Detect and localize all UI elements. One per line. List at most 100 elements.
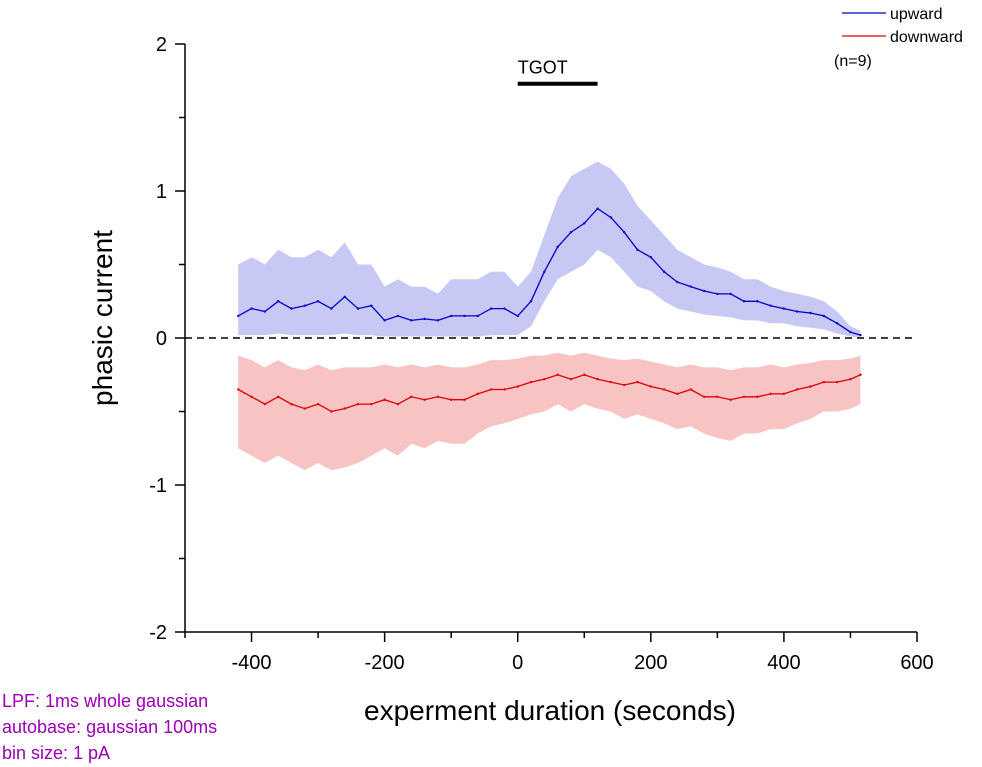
point-downward xyxy=(822,380,826,384)
point-upward xyxy=(756,300,759,303)
point-upward xyxy=(609,216,613,219)
point-downward xyxy=(649,385,653,388)
point-downward xyxy=(370,402,373,406)
x-axis-title: experment duration (seconds) xyxy=(364,695,736,726)
point-upward xyxy=(543,270,546,274)
x-tick-label: 200 xyxy=(634,652,667,674)
point-downward xyxy=(796,388,799,391)
series-line-upward xyxy=(237,207,861,336)
error-bands xyxy=(238,161,861,471)
point-downward xyxy=(290,402,293,406)
point-downward xyxy=(756,395,759,398)
point-upward xyxy=(516,314,519,318)
point-downward xyxy=(237,388,240,391)
point-upward xyxy=(849,330,852,334)
point-upward xyxy=(649,255,653,259)
x-tick-label: 600 xyxy=(900,652,933,674)
point-downward xyxy=(636,380,639,384)
point-downward xyxy=(702,395,706,398)
point-downward xyxy=(689,388,692,391)
point-downward xyxy=(835,380,839,384)
y-tick-label: 1 xyxy=(156,181,167,203)
point-downward xyxy=(449,398,453,401)
point-upward xyxy=(636,248,639,251)
legend: upward downward (n=9) xyxy=(834,6,963,70)
point-downward xyxy=(769,392,772,396)
point-downward xyxy=(556,373,559,376)
point-upward xyxy=(729,292,732,296)
point-upward xyxy=(742,300,746,303)
point-downward xyxy=(543,377,546,381)
point-downward xyxy=(303,407,306,410)
point-downward xyxy=(316,402,320,406)
point-upward xyxy=(276,300,280,303)
point-upward xyxy=(489,307,493,310)
series-lines xyxy=(237,207,862,413)
point-upward xyxy=(809,311,812,315)
point-downward xyxy=(276,395,280,398)
point-downward xyxy=(263,402,267,406)
point-downward xyxy=(782,392,786,396)
point-downward xyxy=(423,398,426,401)
point-upward xyxy=(303,304,306,307)
point-downward xyxy=(503,388,506,391)
point-downward xyxy=(742,395,746,398)
note-autobase: autobase: gaussian 100ms xyxy=(2,717,218,737)
point-downward xyxy=(330,410,333,413)
point-upward xyxy=(423,317,426,321)
x-tick-label: -200 xyxy=(365,652,405,674)
point-upward xyxy=(449,314,453,318)
point-upward xyxy=(356,307,360,310)
point-upward xyxy=(250,307,253,310)
point-downward xyxy=(609,380,613,384)
point-upward xyxy=(476,314,479,318)
legend-note: (n=9) xyxy=(834,53,872,70)
point-upward xyxy=(623,230,626,234)
point-downward xyxy=(859,373,862,376)
point-upward xyxy=(343,295,346,299)
y-axis-ticks: -2 -1 0 1 2 xyxy=(149,34,185,644)
y-axis-title: phasic current xyxy=(87,230,118,406)
point-downward xyxy=(583,373,586,376)
stimulus-label: TGOT xyxy=(518,58,568,78)
point-upward xyxy=(556,245,559,249)
point-upward xyxy=(529,300,533,303)
point-downward xyxy=(489,388,493,391)
legend-label-upward: upward xyxy=(890,6,942,23)
point-downward xyxy=(596,377,599,381)
point-downward xyxy=(410,395,413,398)
point-upward xyxy=(370,304,373,307)
point-downward xyxy=(569,377,573,381)
point-downward xyxy=(250,395,253,398)
point-downward xyxy=(436,395,440,398)
point-downward xyxy=(676,392,679,396)
point-downward xyxy=(849,377,852,381)
point-downward xyxy=(463,398,466,401)
point-downward xyxy=(623,383,626,387)
y-tick-label: -1 xyxy=(149,475,167,497)
point-upward xyxy=(569,230,573,234)
x-tick-label: -400 xyxy=(232,652,272,674)
point-upward xyxy=(835,322,839,325)
point-upward xyxy=(290,307,293,310)
point-upward xyxy=(316,300,320,303)
point-upward xyxy=(263,310,267,313)
y-tick-label: 2 xyxy=(156,34,167,56)
point-downward xyxy=(383,398,386,401)
stimulus-indicator: TGOT xyxy=(517,58,598,86)
point-upward xyxy=(410,319,413,322)
point-downward xyxy=(476,392,479,396)
x-tick-label: 0 xyxy=(512,652,523,674)
point-downward xyxy=(716,395,719,398)
point-downward xyxy=(529,380,533,384)
point-upward xyxy=(689,285,692,288)
note-bin-size: bin size: 1 pA xyxy=(2,743,111,763)
point-upward xyxy=(383,319,386,322)
point-upward xyxy=(396,314,400,318)
point-upward xyxy=(583,222,586,225)
point-upward xyxy=(859,333,862,337)
point-upward xyxy=(796,310,799,313)
point-downward xyxy=(809,385,812,388)
point-upward xyxy=(769,304,772,307)
